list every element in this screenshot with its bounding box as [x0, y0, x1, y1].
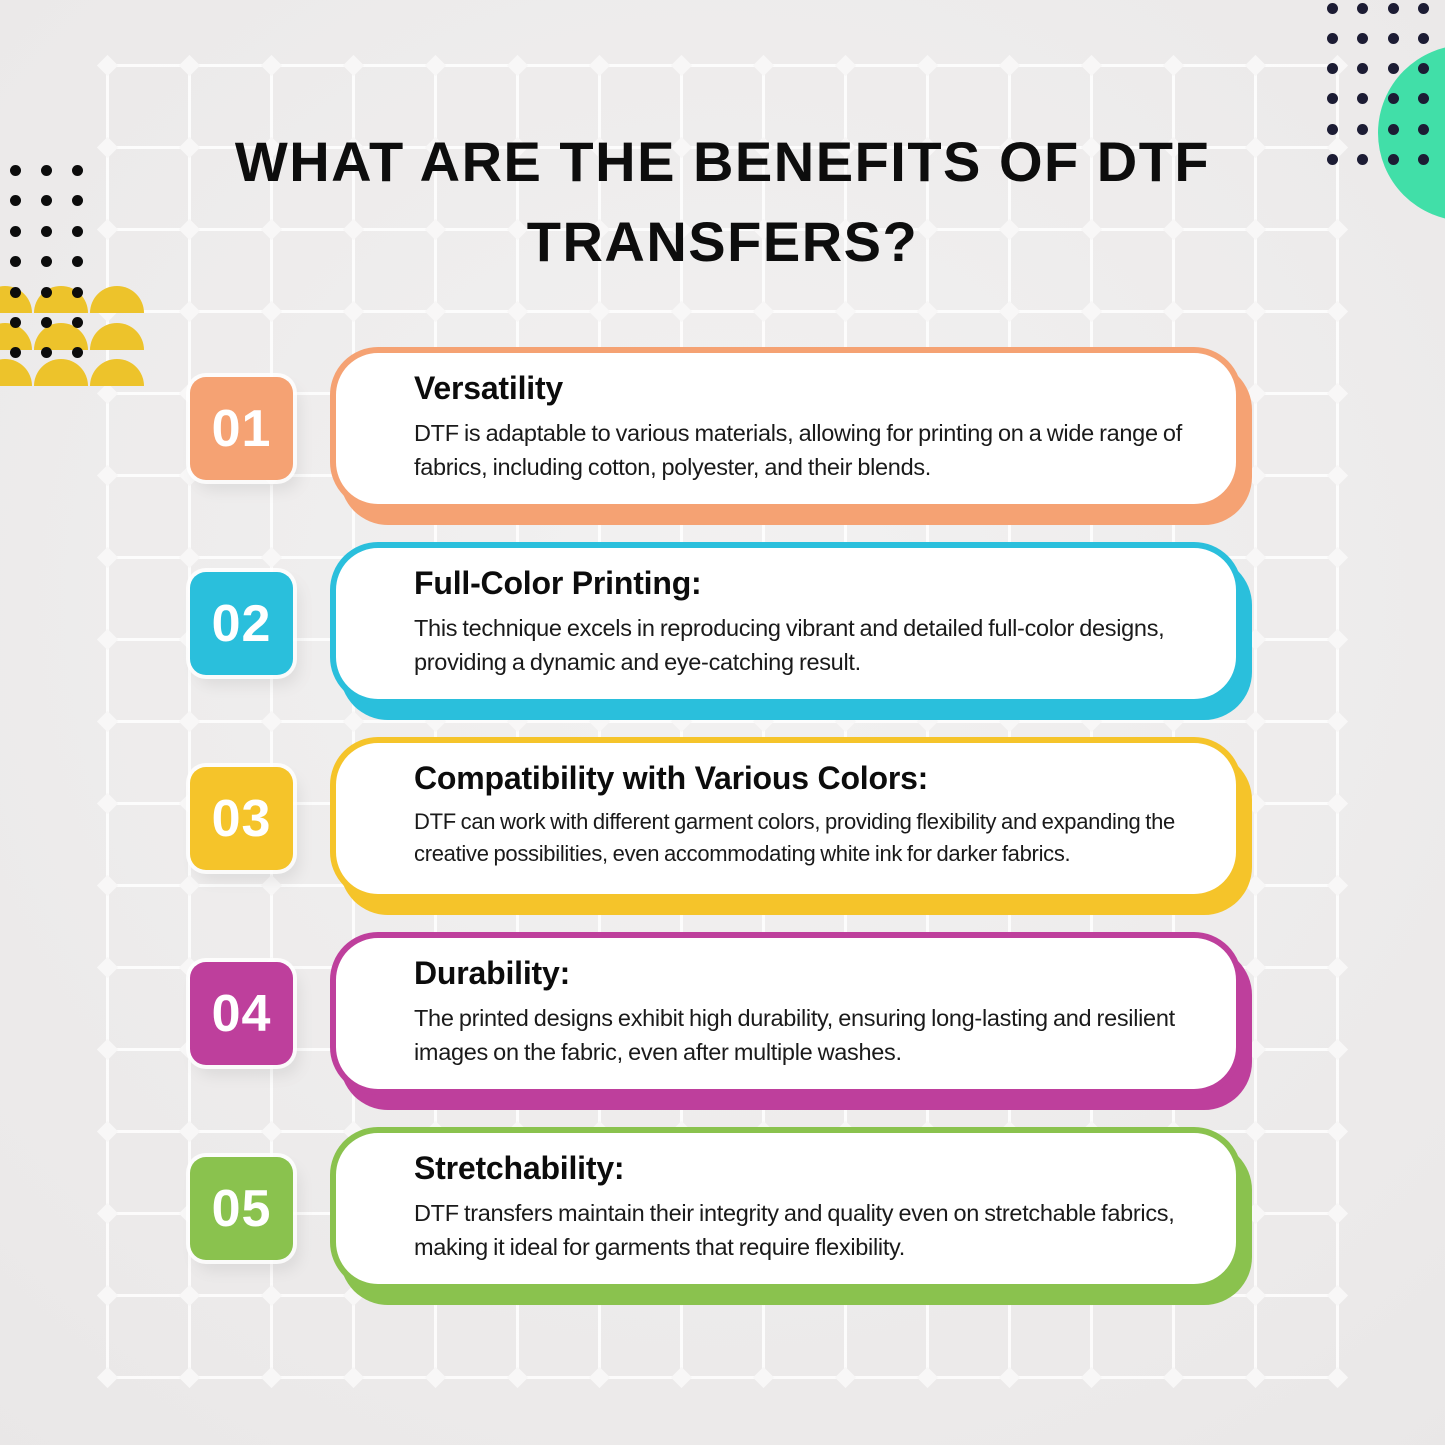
benefit-heading: Durability:: [414, 955, 571, 991]
benefit-item-4: 04 Durability: The printed designs exhib…: [190, 932, 1275, 1095]
benefit-description: The printed designs exhibit high durabil…: [414, 1005, 1175, 1066]
benefit-description: DTF can work with different garment colo…: [414, 809, 1175, 866]
benefit-item-2: 02 Full-Color Printing: This technique e…: [190, 542, 1275, 705]
item-number-badge: 01: [190, 377, 293, 480]
benefit-item-1: 01 Versatility DTF is adaptable to vario…: [190, 347, 1275, 510]
benefits-list: 01 Versatility DTF is adaptable to vario…: [190, 0, 1275, 1445]
item-number: 02: [211, 594, 272, 653]
benefit-heading: Stretchability:: [414, 1150, 625, 1186]
item-number-badge: 02: [190, 572, 293, 675]
benefit-description: DTF is adaptable to various materials, a…: [414, 420, 1182, 481]
page-title-line-1: WHAT ARE THE BENEFITS OF DTF: [234, 130, 1211, 193]
benefit-card: Stretchability: DTF transfers maintain t…: [330, 1127, 1242, 1290]
item-number-badge: 05: [190, 1157, 293, 1260]
benefit-card: Versatility DTF is adaptable to various …: [330, 347, 1242, 510]
benefit-item-3: 03 Compatibility with Various Colors: DT…: [190, 737, 1275, 900]
page-title-line-2: TRANSFERS?: [526, 210, 919, 274]
item-number: 05: [211, 1179, 272, 1238]
benefit-description: This technique excels in reproducing vib…: [414, 615, 1165, 676]
benefit-heading: Compatibility with Various Colors:: [414, 760, 929, 796]
benefit-item-5: 05 Stretchability: DTF transfers maintai…: [190, 1127, 1275, 1290]
item-number: 03: [211, 789, 272, 848]
item-number: 04: [211, 984, 272, 1043]
item-number: 01: [211, 399, 272, 458]
benefit-card: Durability: The printed designs exhibit …: [330, 932, 1242, 1095]
benefit-heading: Versatility: [414, 370, 564, 406]
benefit-card: Full-Color Printing: This technique exce…: [330, 542, 1242, 705]
benefit-card: Compatibility with Various Colors: DTF c…: [330, 737, 1242, 900]
item-number-badge: 04: [190, 962, 293, 1065]
benefit-description: DTF transfers maintain their integrity a…: [414, 1200, 1175, 1261]
page-title: WHAT ARE THE BENEFITS OF DTF TRANSFERS?: [0, 122, 1445, 282]
benefit-heading: Full-Color Printing:: [414, 565, 702, 601]
item-number-badge: 03: [190, 767, 293, 870]
